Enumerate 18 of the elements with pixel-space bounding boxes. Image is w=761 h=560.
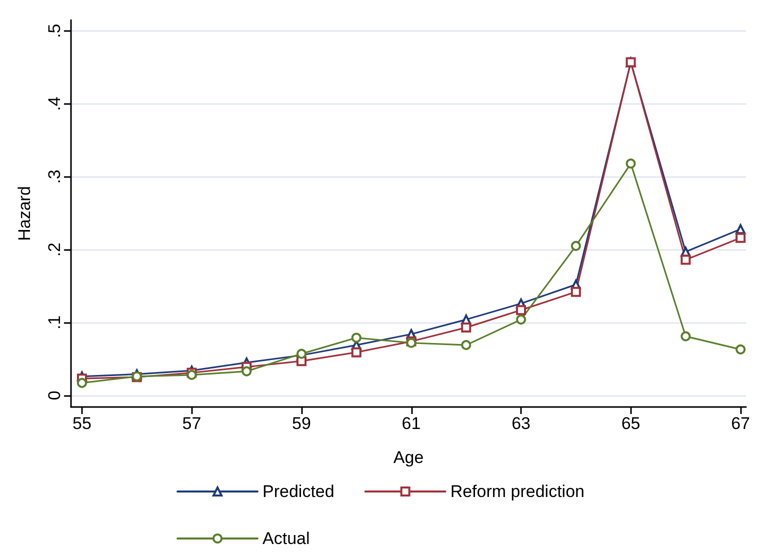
y-tick-label: .5 — [45, 24, 64, 38]
x-tick-label: 57 — [182, 414, 202, 433]
y-tick-label: .3 — [45, 170, 64, 184]
x-tick-label: 67 — [731, 414, 750, 433]
x-tick-label: 61 — [402, 414, 421, 433]
legend-label: Predicted — [262, 482, 334, 501]
legend-label: Actual — [262, 529, 310, 548]
y-tick-label: .2 — [45, 242, 64, 257]
legend-label: Reform prediction — [450, 482, 584, 501]
x-tick-label: 55 — [72, 414, 92, 433]
x-axis-title: Age — [393, 448, 424, 467]
x-tick-label: 59 — [292, 414, 311, 433]
y-tick-label: .1 — [45, 315, 64, 330]
x-tick-label: 65 — [621, 414, 640, 433]
y-axis-title: Hazard — [15, 186, 34, 241]
x-tick-label: 63 — [512, 414, 530, 433]
y-tick-label: .4 — [45, 96, 64, 111]
y-tick-label: 0 — [45, 390, 64, 400]
